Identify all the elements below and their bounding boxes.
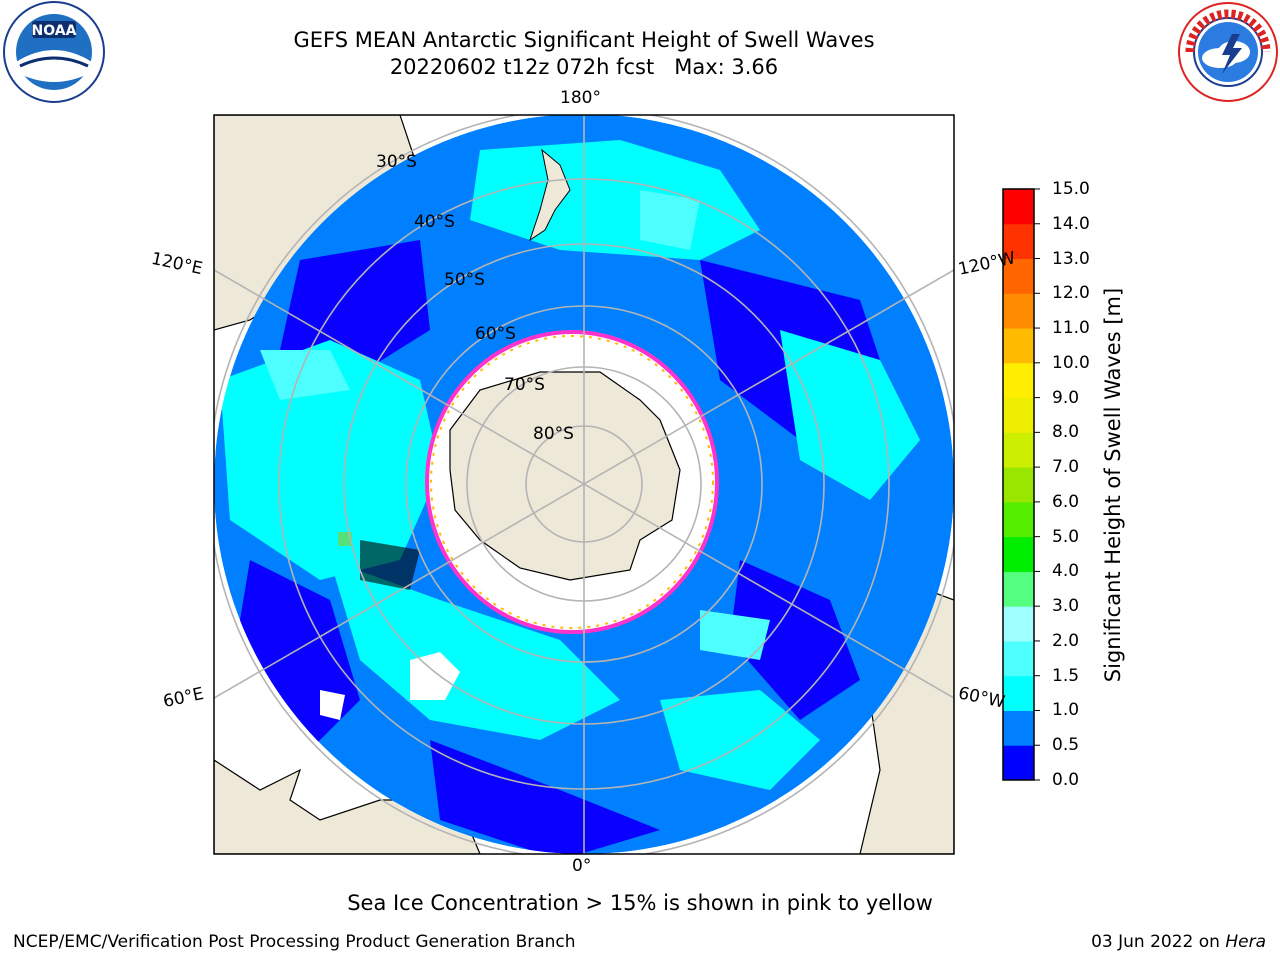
colorbar xyxy=(1002,188,1040,781)
footer-date-text: 03 Jun 2022 on xyxy=(1091,932,1226,952)
colorbar-segment xyxy=(1003,397,1034,433)
colorbar-segment xyxy=(1003,606,1034,642)
lat-label-60s: 60°S xyxy=(475,324,516,344)
colorbar-segment xyxy=(1003,640,1034,677)
colorbar-segment xyxy=(1003,467,1034,503)
colorbar-segment xyxy=(1003,293,1034,329)
colorbar-segment xyxy=(1003,710,1034,746)
colorbar-segment xyxy=(1003,536,1034,572)
colorbar-tick-label: 4.0 xyxy=(1052,561,1080,582)
colorbar-segment xyxy=(1003,189,1034,225)
colorbar-tick-label: 1.0 xyxy=(1052,700,1080,721)
colorbar-label: Significant Height of Swell Waves [m] xyxy=(1101,287,1125,683)
svg-text:NOAA: NOAA xyxy=(32,23,77,39)
colorbar-tick-label: 12.0 xyxy=(1052,283,1090,304)
chart-subtitle: 20220602 t12z 072h fcst Max: 3.66 xyxy=(389,55,779,79)
footer-host: Hera xyxy=(1225,932,1266,952)
colorbar-segment xyxy=(1003,745,1034,781)
colorbar-tick-label: 8.0 xyxy=(1052,422,1080,443)
colorbar-segment xyxy=(1003,501,1034,538)
colorbar-tick-label: 11.0 xyxy=(1052,318,1090,339)
colorbar-tick-label: 6.0 xyxy=(1052,491,1080,512)
colorbar-tick-label: 3.0 xyxy=(1052,596,1080,617)
colorbar-segment xyxy=(1003,362,1034,399)
colorbar-segment xyxy=(1003,328,1034,364)
colorbar-tick-label: 1.5 xyxy=(1052,665,1080,686)
colorbar-segment xyxy=(1003,675,1034,711)
national-weather-service-logo xyxy=(1178,2,1278,102)
graticule xyxy=(214,115,954,854)
footer-branch: NCEP/EMC/Verification Post Processing Pr… xyxy=(13,932,576,952)
lat-label-80s: 80°S xyxy=(533,424,574,444)
colorbar-segment xyxy=(1003,223,1034,260)
colorbar-tick-label: 15.0 xyxy=(1052,179,1090,199)
africa-landmass xyxy=(214,759,481,854)
lat-label-70s: 70°S xyxy=(504,375,545,395)
map-frame xyxy=(213,114,955,855)
noaa-logo: NOAA xyxy=(3,1,105,103)
lat-label-30s: 30°S xyxy=(376,152,417,172)
colorbar-segment xyxy=(1003,258,1034,294)
colorbar-tick-label: 10.0 xyxy=(1052,352,1090,373)
colorbar-tick-label: 5.0 xyxy=(1052,526,1080,547)
sea-ice-note: Sea Ice Concentration > 15% is shown in … xyxy=(347,891,933,915)
chart-title: GEFS MEAN Antarctic Significant Height o… xyxy=(293,28,875,52)
colorbar-tick-label: 9.0 xyxy=(1052,387,1080,408)
colorbar-tick-label: 0.0 xyxy=(1052,770,1080,790)
colorbar-segment xyxy=(1003,432,1034,468)
colorbar-frame xyxy=(1002,188,1035,781)
colorbar-segment xyxy=(1003,571,1034,607)
colorbar-tick-label: 13.0 xyxy=(1052,248,1090,269)
lon-label-bottom: 0° xyxy=(572,856,592,876)
colorbar-tick-label: 7.0 xyxy=(1052,457,1080,478)
lat-label-50s: 50°S xyxy=(444,270,485,290)
footer-date: 03 Jun 2022 on Hera xyxy=(1091,932,1266,952)
lat-label-40s: 40°S xyxy=(414,212,455,232)
colorbar-tick-label: 2.0 xyxy=(1052,630,1080,651)
colorbar-tick-label: 14.0 xyxy=(1052,213,1090,234)
lon-label-top: 180° xyxy=(560,88,601,108)
colorbar-tick-label: 0.5 xyxy=(1052,735,1080,756)
